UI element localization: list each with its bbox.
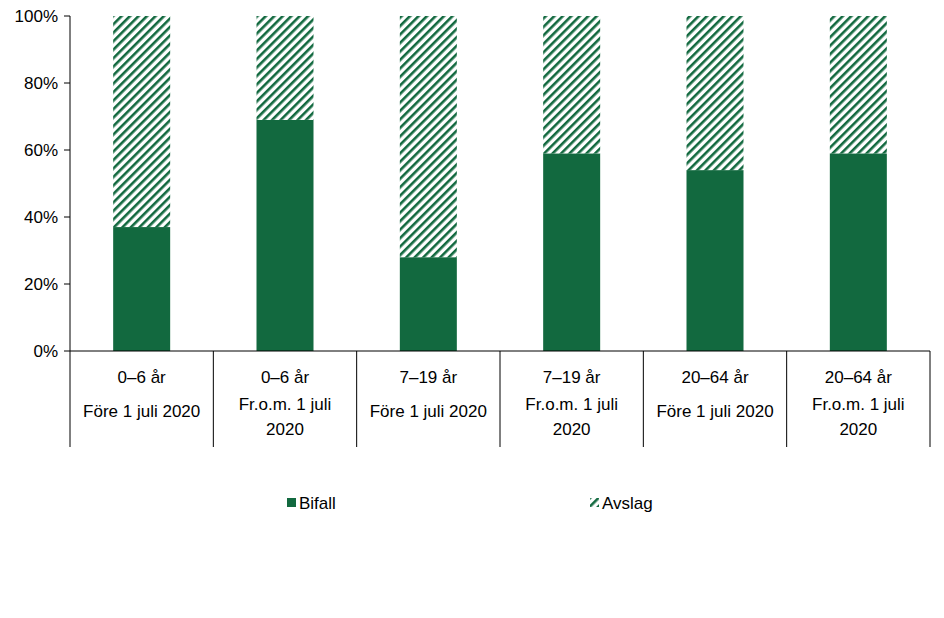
y-tick-label: 40% [24, 208, 58, 227]
legend-label: Avslag [602, 494, 653, 513]
y-tick [64, 150, 70, 151]
chart: 0% 20% 40% 60% 80% 100% 0–6 år Före 1 juli 2020… [0, 0, 944, 618]
category-separator [213, 351, 214, 447]
legend-label: Bifall [299, 494, 336, 513]
y-tick-label: 100% [15, 7, 58, 26]
bar-segment [113, 16, 170, 227]
category-separator [786, 351, 787, 447]
bar-segment [830, 16, 887, 153]
x-tick-label: Fr.o.m. 1 juli 2020 [239, 395, 332, 439]
label-line: Fr.o.m. 1 juli [239, 395, 332, 414]
bar-segment [687, 16, 744, 170]
x-tick-label: Före 1 juli 2020 [370, 402, 487, 421]
x-tick-label: 0–6 år [118, 368, 167, 387]
category-separator [930, 351, 931, 447]
y-axis [70, 16, 71, 351]
bar-segment [400, 257, 457, 351]
bar-segment [543, 153, 600, 351]
label-line: 2020 [266, 420, 304, 439]
y-tick [64, 217, 70, 218]
x-tick-label: 0–6 år [261, 368, 310, 387]
y-tick [64, 351, 70, 352]
x-tick-label: Fr.o.m. 1 juli 2020 [525, 395, 618, 439]
bar-segment [257, 16, 314, 120]
bars [113, 16, 887, 351]
y-tick-label: 80% [24, 74, 58, 93]
row-gap [70, 395, 930, 396]
y-tick-label: 0% [33, 342, 58, 361]
bar-segment [687, 170, 744, 351]
bar-segment [400, 16, 457, 257]
category-separator [643, 351, 644, 447]
label-line: Fr.o.m. 1 juli [525, 395, 618, 414]
y-tick [64, 284, 70, 285]
x-tick-label: Före 1 juli 2020 [83, 402, 200, 421]
category-separator [356, 351, 357, 447]
bar-segment [113, 227, 170, 351]
legend-swatch [590, 498, 599, 507]
bar-segment [830, 153, 887, 351]
x-tick-label: 7–19 år [543, 368, 601, 387]
bar-segment [543, 16, 600, 153]
legend-swatch [287, 498, 296, 507]
x-tick-label: Före 1 juli 2020 [656, 402, 773, 421]
y-tick-label: 60% [24, 141, 58, 160]
x-tick-label: Fr.o.m. 1 juli 2020 [812, 395, 905, 439]
category-separator [500, 351, 501, 447]
label-line: 2020 [839, 420, 877, 439]
label-line: Fr.o.m. 1 juli [812, 395, 905, 414]
category-separator [70, 351, 71, 447]
y-tick-label: 20% [24, 275, 58, 294]
x-tick-label: 7–19 år [399, 368, 457, 387]
x-tick-label: 20–64 år [825, 368, 892, 387]
x-tick-label: 20–64 år [681, 368, 748, 387]
label-line: 2020 [553, 420, 591, 439]
y-tick [64, 83, 70, 84]
y-tick [64, 16, 70, 17]
bar-segment [257, 120, 314, 351]
